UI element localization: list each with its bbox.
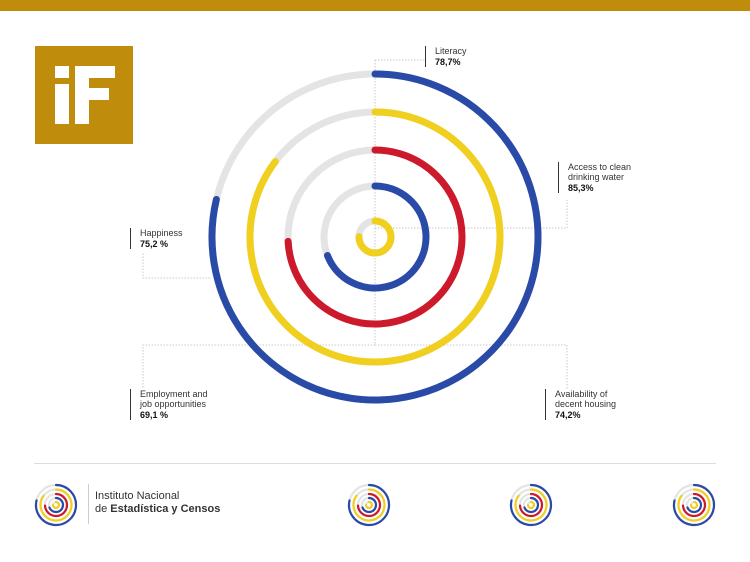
ring-arc-4: [355, 217, 395, 257]
mini3-arc-4: [689, 500, 699, 510]
mini1-arc-4: [364, 500, 374, 510]
inec-logo-icon: [34, 483, 78, 527]
label-happiness-value: 75,2 %: [140, 239, 169, 249]
label-literacy-name: Literacy: [435, 46, 467, 56]
mini-ring-icon-2: [509, 483, 553, 527]
ring-arc-0: [208, 70, 542, 404]
mini3-arc-1: [677, 488, 711, 522]
label-housing-value: 74,2%: [555, 410, 581, 420]
org-divider: [88, 484, 89, 524]
label-employment-name: Employment and job opportunities: [140, 389, 208, 409]
leader-line-5: [142, 344, 375, 389]
if-logo-mark: [55, 66, 115, 124]
mini0-arc-4: [51, 500, 61, 510]
ring-arc-3: [323, 182, 430, 292]
leader-line-2: [375, 200, 568, 229]
label-housing: Availability of decent housing 74,2%: [545, 389, 616, 420]
mini1-arc-2: [356, 492, 382, 518]
label-housing-name: Availability of decent housing: [555, 389, 617, 409]
mini3-arc-3: [686, 496, 703, 514]
label-employment: Employment and job opportunities 69,1 %: [130, 389, 208, 420]
org-name-line2-prefix: de: [95, 503, 111, 515]
mini1-arc-3: [361, 496, 378, 514]
label-literacy: Literacy 78,7%: [425, 46, 467, 67]
mini0-arc-3: [48, 496, 65, 514]
mini3-arc-2: [681, 492, 707, 518]
mini2-arc-4: [526, 500, 536, 510]
label-water: Access to clean drinking water 85,3%: [558, 162, 631, 193]
label-water-value: 85,3%: [568, 183, 594, 193]
ring-arc-2: [284, 146, 466, 328]
label-employment-value: 69,1 %: [140, 410, 169, 420]
mini0-arc-1: [39, 488, 73, 522]
label-happiness-name: Happiness: [140, 228, 183, 238]
mini3-arc-0: [672, 483, 716, 527]
ring-arc-1: [246, 108, 504, 366]
mini1-arc-0: [347, 483, 391, 527]
if-logo: [35, 46, 133, 144]
org-name-line2-bold: Estadística y Censos: [110, 503, 221, 515]
mini2-arc-1: [514, 488, 548, 522]
mini2-arc-0: [509, 483, 553, 527]
label-literacy-value: 78,7%: [435, 57, 461, 67]
top-bar: [0, 0, 750, 11]
mini1-arc-1: [352, 488, 386, 522]
mini0-arc-0: [34, 483, 78, 527]
mini-ring-icon-1: [347, 483, 391, 527]
org-name-line1: Instituto Nacional: [95, 490, 180, 502]
label-water-name: Access to clean drinking water: [568, 162, 632, 182]
mini2-arc-3: [523, 496, 540, 514]
leader-line-4: [142, 252, 210, 279]
label-happiness: Happiness 75,2 %: [130, 228, 183, 249]
mini0-arc-2: [43, 492, 69, 518]
org-name: Instituto Nacional de Estadística y Cens…: [95, 490, 220, 516]
mini2-arc-2: [518, 492, 544, 518]
mini-ring-icon-3: [672, 483, 716, 527]
footer-divider: [34, 463, 716, 464]
